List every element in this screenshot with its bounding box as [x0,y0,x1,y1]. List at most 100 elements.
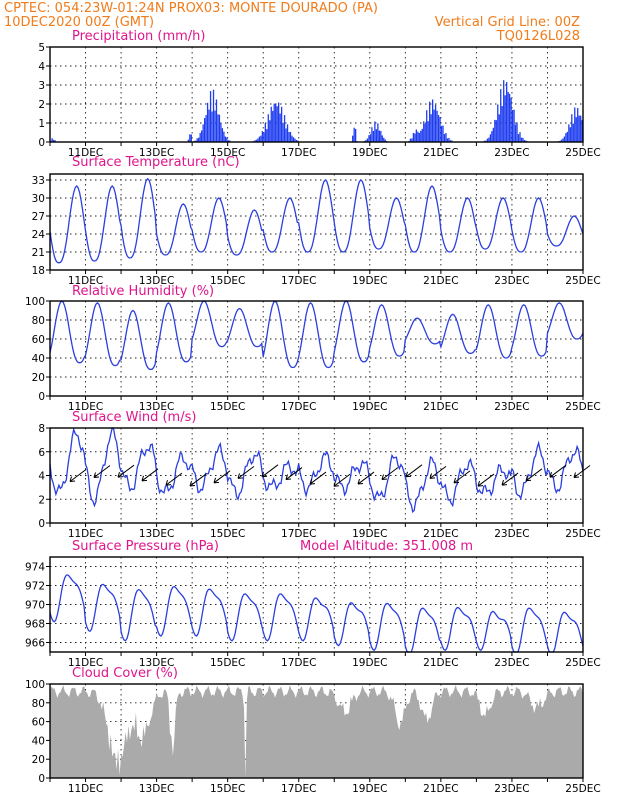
precip-bar [429,101,431,142]
precip-bar [371,127,373,142]
x-tick-label: 11DEC [68,401,103,413]
x-tick-label: 13DEC [139,783,174,795]
precip-bar [503,80,505,142]
panel-5: Surface Pressure (hPa) Model Altitude: 35… [25,539,601,669]
precip-bar [189,134,191,142]
x-tick-label: 17DEC [281,528,316,540]
wind-arrow-head [549,476,556,478]
precip-bar [206,102,209,142]
precip-bar [525,140,527,142]
panel-4: Surface Wind (m/s) 0 2 4 6 8 11DEC 13DEC 15DEC 17… [38,410,600,540]
wind-arrow-head [453,481,460,484]
precip-bar [51,138,53,142]
series-line [49,300,584,371]
precip-bar [384,139,386,142]
precip-bar [263,132,265,142]
precip-bar [580,115,582,142]
precip-bar [283,115,286,142]
wind-arrow-head [357,478,360,485]
y-tick-label: 20 [32,372,45,384]
precip-bar [278,102,280,142]
series-line [49,177,584,264]
series-line [49,426,584,514]
precip-bar [520,137,523,142]
wind-arrow-head [501,479,504,486]
x-tick-label: 13DEC [139,528,174,540]
panel-title: Surface Pressure (hPa) [72,539,219,554]
x-tick-label: 23DEC [494,657,529,669]
precip-bar [201,130,203,142]
precip-bar [297,140,299,142]
precip-bar [279,113,281,142]
wind-arrow-head [141,475,144,481]
precip-bar [491,131,493,142]
precip-bar [223,131,225,142]
precip-bar [220,122,222,142]
x-tick-label: 17DEC [281,783,316,795]
precip-bar [569,127,571,142]
wind-arrow-head [357,483,364,485]
wind-arrow [93,465,111,478]
precip-bar [187,139,189,142]
precip-bar [377,123,379,142]
wind-arrow [333,473,351,487]
precip-bar [380,131,382,142]
precip-bar [426,110,428,142]
precip-bar [258,136,261,142]
x-tick-label: 13DEC [139,657,174,669]
precip-bar [294,138,296,142]
precip-bar [218,114,221,142]
x-tick-label: 11DEC [68,147,103,159]
wind-arrow-head [237,477,244,479]
wind-arrow-head [165,479,168,486]
y-tick-label: 974 [25,562,45,574]
precip-bar [434,104,437,142]
precip-bar [494,119,496,142]
wind-arrow [69,469,87,482]
precip-bar [255,139,258,142]
wind-arrow [477,473,495,487]
wind-arrow-head [189,480,192,487]
precip-bar [276,106,278,142]
precip-bar [212,89,215,142]
precip-bar [214,110,216,142]
precip-bar [485,140,487,142]
precip-bar [295,140,298,142]
wind-arrow-head [549,472,552,478]
precip-bar [292,137,295,142]
precip-bar [504,95,506,142]
precip-bar [208,109,210,142]
precip-bar [433,109,435,142]
wind-arrow-head [573,476,580,479]
precip-bar [501,106,503,142]
panel-frame [49,173,584,271]
precip-bar [517,134,520,142]
precip-bar [492,127,494,142]
x-tick-label: 25DEC [565,401,600,413]
x-tick-label: 13DEC [139,401,174,413]
x-tick-label: 19DEC [352,275,387,287]
precip-bar [229,140,231,142]
precip-bar [354,128,357,142]
precip-bar [423,121,425,142]
precip-bar [261,131,264,142]
y-tick-label: 24 [32,229,46,241]
precip-bar [431,99,434,142]
precip-bar [436,110,438,142]
wind-arrow-head [117,476,124,478]
wind-arrow-head [165,484,172,486]
x-tick-label: 11DEC [68,783,103,795]
x-tick-label: 25DEC [565,783,600,795]
wind-arrow [213,470,231,484]
wind-arrow-head [285,474,288,480]
precip-bar [273,103,275,142]
wind-arrow-head [381,474,384,480]
y-tick-label: 21 [32,247,45,259]
precip-bar [270,106,272,142]
precip-bar [516,122,518,142]
precip-bar [264,123,266,142]
wind-arrow-head [333,485,340,487]
precip-bar [383,137,385,142]
y-tick-label: 80 [32,315,45,327]
precip-bar [352,135,354,142]
